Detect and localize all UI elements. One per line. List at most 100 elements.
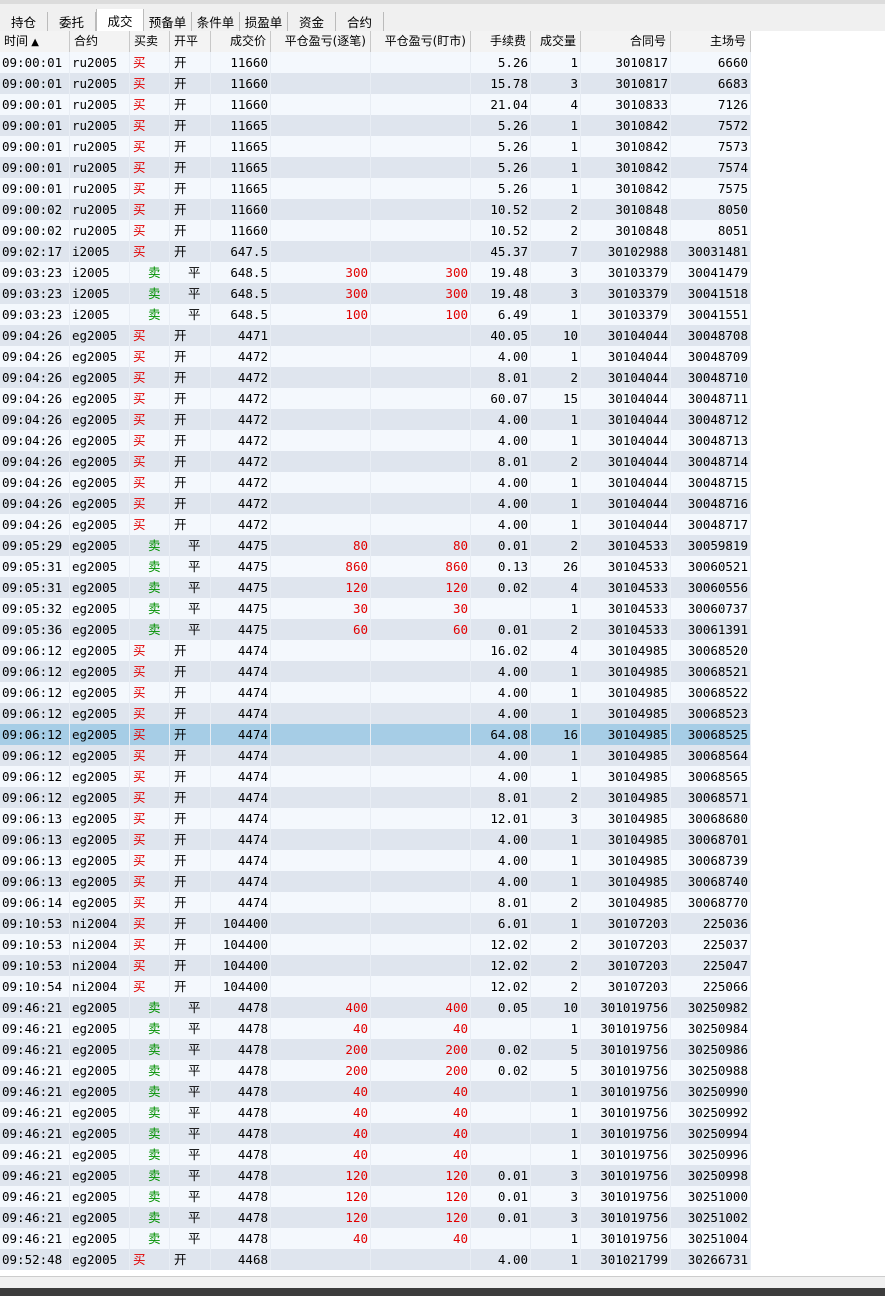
- table-row[interactable]: 09:06:13 eg2005 买开 4474 4.00 1 30104985 3006873…: [0, 850, 751, 871]
- tab[interactable]: 损盈单: [240, 12, 288, 34]
- table-row[interactable]: 09:04:26 eg2005 买开 4472 4.00 1 30104044 3004871…: [0, 409, 751, 430]
- cell: eg2005: [70, 1039, 130, 1060]
- table-row[interactable]: 09:06:12 eg2005 买开 4474 16.02 4 30104985 300685…: [0, 640, 751, 661]
- table-row[interactable]: 09:46:21 eg2005 卖平 4478 120 120 0.01 3 301019756…: [0, 1186, 751, 1207]
- tab[interactable]: 条件单: [192, 12, 240, 34]
- table-row[interactable]: 09:05:31 eg2005 卖平 4475 860 860 0.13 26 30104533…: [0, 556, 751, 577]
- cell: 开: [170, 640, 211, 661]
- column-header[interactable]: 开平: [170, 31, 211, 52]
- table-row[interactable]: 09:03:23 i2005 卖平 648.5 100 100 6.49 1 30103379 3…: [0, 304, 751, 325]
- table-row[interactable]: 09:06:12 eg2005 买开 4474 4.00 1 30104985 3006852…: [0, 703, 751, 724]
- table-row[interactable]: 09:03:23 i2005 卖平 648.5 300 300 19.48 3 30103379…: [0, 283, 751, 304]
- table-row[interactable]: 09:46:21 eg2005 卖平 4478 200 200 0.02 5 301019756…: [0, 1039, 751, 1060]
- table-row[interactable]: 09:06:12 eg2005 买开 4474 4.00 1 30104985 3006856…: [0, 745, 751, 766]
- table-row[interactable]: 09:06:13 eg2005 买开 4474 4.00 1 30104985 3006870…: [0, 829, 751, 850]
- table-row[interactable]: 09:00:01 ru2005 买开 11665 5.26 1 3010842 7575: [0, 178, 751, 199]
- table-row[interactable]: 09:46:21 eg2005 卖平 4478 400 400 0.05 10 30101975…: [0, 997, 751, 1018]
- table-row[interactable]: 09:46:21 eg2005 卖平 4478 40 40 1 301019756 302510…: [0, 1228, 751, 1249]
- table-row[interactable]: 09:00:01 ru2005 买开 11660 5.26 1 3010817 6660: [0, 52, 751, 73]
- table-row[interactable]: 09:06:12 eg2005 买开 4474 4.00 1 30104985 3006856…: [0, 766, 751, 787]
- table-row[interactable]: 09:05:31 eg2005 卖平 4475 120 120 0.02 4 30104533 3…: [0, 577, 751, 598]
- column-header[interactable]: 买卖: [130, 31, 170, 52]
- table-row[interactable]: 09:46:21 eg2005 卖平 4478 120 120 0.01 3 301019756…: [0, 1207, 751, 1228]
- cell: 开: [170, 472, 211, 493]
- empty-cell: [471, 1144, 531, 1165]
- table-row[interactable]: 09:04:26 eg2005 买开 4472 8.01 2 30104044 3004871…: [0, 367, 751, 388]
- tab[interactable]: 成交: [96, 9, 144, 35]
- tab[interactable]: 资金: [288, 12, 336, 34]
- table-row[interactable]: 09:00:01 ru2005 买开 11660 15.78 3 3010817 6683: [0, 73, 751, 94]
- table-row[interactable]: 09:10:53 ni2004 买开 104400 12.02 2 30107203 2250…: [0, 934, 751, 955]
- cell: 2: [531, 892, 581, 913]
- column-header[interactable]: 成交价: [211, 31, 271, 52]
- table-row[interactable]: 09:06:12 eg2005 买开 4474 8.01 2 30104985 3006857…: [0, 787, 751, 808]
- table-row[interactable]: 09:04:26 eg2005 买开 4472 60.07 15 30104044 30048…: [0, 388, 751, 409]
- tab[interactable]: 合约: [336, 12, 384, 34]
- cell: 4478: [211, 997, 271, 1018]
- cell: 1: [531, 115, 581, 136]
- column-header[interactable]: 时间 ▲: [0, 31, 70, 52]
- cell: 09:04:26: [0, 367, 70, 388]
- cell: 4: [531, 94, 581, 115]
- cell: 860: [371, 556, 471, 577]
- cell: 100: [271, 304, 371, 325]
- table-row[interactable]: 09:04:26 eg2005 买开 4472 4.00 1 30104044 3004871…: [0, 472, 751, 493]
- cell: 30107203: [581, 976, 671, 997]
- table-row[interactable]: 09:46:21 eg2005 卖平 4478 40 40 1 301019756 302509…: [0, 1018, 751, 1039]
- table-row[interactable]: 09:00:01 ru2005 买开 11660 21.04 4 3010833 7126: [0, 94, 751, 115]
- table-row[interactable]: 09:04:26 eg2005 买开 4472 4.00 1 30104044 3004871…: [0, 493, 751, 514]
- table-row[interactable]: 09:04:26 eg2005 买开 4472 4.00 1 30104044 3004870…: [0, 346, 751, 367]
- column-header[interactable]: 合同号: [581, 31, 671, 52]
- table-row[interactable]: 09:46:21 eg2005 卖平 4478 120 120 0.01 3 301019756…: [0, 1165, 751, 1186]
- table-row[interactable]: 09:06:14 eg2005 买开 4474 8.01 2 30104985 3006877…: [0, 892, 751, 913]
- column-header[interactable]: 主场号: [671, 31, 751, 52]
- table-row[interactable]: 09:05:36 eg2005 卖平 4475 60 60 0.01 2 30104533 300…: [0, 619, 751, 640]
- tab[interactable]: 预备单: [144, 12, 192, 34]
- table-row[interactable]: 09:10:54 ni2004 买开 104400 12.02 2 30107203 2250…: [0, 976, 751, 997]
- cell: eg2005: [70, 661, 130, 682]
- table-row[interactable]: 09:52:48 eg2005 买开 4468 4.00 1 301021799 302667…: [0, 1249, 751, 1270]
- cell: 30059819: [671, 535, 751, 556]
- table-row[interactable]: 09:04:26 eg2005 买开 4472 4.00 1 30104044 3004871…: [0, 430, 751, 451]
- cell: 104400: [211, 913, 271, 934]
- table-row[interactable]: 09:46:21 eg2005 卖平 4478 40 40 1 301019756 302509…: [0, 1123, 751, 1144]
- table-row[interactable]: 09:02:17 i2005 买开 647.5 45.37 7 30102988 300314…: [0, 241, 751, 262]
- table-row[interactable]: 09:06:12 eg2005 买开 4474 4.00 1 30104985 3006852…: [0, 661, 751, 682]
- table-row[interactable]: 09:00:01 ru2005 买开 11665 5.26 1 3010842 7574: [0, 157, 751, 178]
- table-row[interactable]: 09:05:32 eg2005 卖平 4475 30 30 1 30104533 3006073…: [0, 598, 751, 619]
- column-header[interactable]: 平仓盈亏(盯市): [371, 31, 471, 52]
- table-row[interactable]: 09:05:29 eg2005 卖平 4475 80 80 0.01 2 30104533 300…: [0, 535, 751, 556]
- table-row[interactable]: 09:06:13 eg2005 买开 4474 4.00 1 30104985 3006874…: [0, 871, 751, 892]
- table-row[interactable]: 09:00:01 ru2005 买开 11665 5.26 1 3010842 7572: [0, 115, 751, 136]
- column-header[interactable]: 合约: [70, 31, 130, 52]
- scrollbar[interactable]: [0, 1276, 885, 1289]
- table-row[interactable]: 09:04:26 eg2005 买开 4471 40.05 10 30104044 30048…: [0, 325, 751, 346]
- column-header[interactable]: 成交量: [531, 31, 581, 52]
- table-row[interactable]: 09:06:12 eg2005 买开 4474 4.00 1 30104985 3006852…: [0, 682, 751, 703]
- cell: 买: [130, 493, 170, 514]
- table-row[interactable]: 09:46:21 eg2005 卖平 4478 40 40 1 301019756 302509…: [0, 1102, 751, 1123]
- cell: eg2005: [70, 367, 130, 388]
- table-row[interactable]: 09:46:21 eg2005 卖平 4478 40 40 1 301019756 302509…: [0, 1081, 751, 1102]
- table-row[interactable]: 09:04:26 eg2005 买开 4472 8.01 2 30104044 3004871…: [0, 451, 751, 472]
- table-row[interactable]: 09:00:02 ru2005 买开 11660 10.52 2 3010848 8050: [0, 199, 751, 220]
- table-row[interactable]: 09:10:53 ni2004 买开 104400 12.02 2 30107203 2250…: [0, 955, 751, 976]
- column-header[interactable]: 平仓盈亏(逐笔): [271, 31, 371, 52]
- table-row[interactable]: 09:06:12 eg2005 买开 4474 64.08 16 30104985 30068…: [0, 724, 751, 745]
- column-header[interactable]: 手续费: [471, 31, 531, 52]
- tab[interactable]: 委托: [48, 12, 96, 34]
- table-row[interactable]: 09:46:21 eg2005 卖平 4478 40 40 1 301019756 302509…: [0, 1144, 751, 1165]
- table-row[interactable]: 09:10:53 ni2004 买开 104400 6.01 1 30107203 22503…: [0, 913, 751, 934]
- table-row[interactable]: 09:03:23 i2005 卖平 648.5 300 300 19.48 3 30103379…: [0, 262, 751, 283]
- table-row[interactable]: 09:06:13 eg2005 买开 4474 12.01 3 30104985 300686…: [0, 808, 751, 829]
- cell: 开: [170, 52, 211, 73]
- table-row[interactable]: 09:04:26 eg2005 买开 4472 4.00 1 30104044 3004871…: [0, 514, 751, 535]
- table-row[interactable]: 09:46:21 eg2005 卖平 4478 200 200 0.02 5 301019756…: [0, 1060, 751, 1081]
- cell: 09:00:01: [0, 115, 70, 136]
- cell: 225066: [671, 976, 751, 997]
- table-row[interactable]: 09:00:01 ru2005 买开 11665 5.26 1 3010842 7573: [0, 136, 751, 157]
- tab[interactable]: 持仓: [0, 12, 48, 34]
- cell: 09:06:12: [0, 787, 70, 808]
- cell: eg2005: [70, 850, 130, 871]
- table-row[interactable]: 09:00:02 ru2005 买开 11660 10.52 2 3010848 8051: [0, 220, 751, 241]
